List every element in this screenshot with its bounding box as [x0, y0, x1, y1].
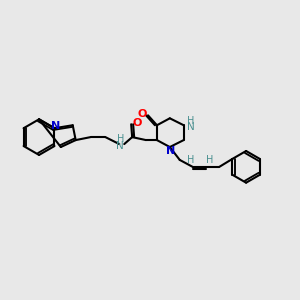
Text: H: H: [187, 116, 194, 126]
Text: H: H: [117, 134, 124, 144]
Text: O: O: [132, 118, 142, 128]
Text: N: N: [187, 122, 194, 132]
Text: N: N: [51, 121, 60, 131]
Text: H: H: [187, 155, 194, 165]
Text: H: H: [206, 155, 213, 165]
Text: N: N: [116, 141, 124, 151]
Text: O: O: [137, 109, 147, 119]
Text: N: N: [166, 146, 176, 156]
